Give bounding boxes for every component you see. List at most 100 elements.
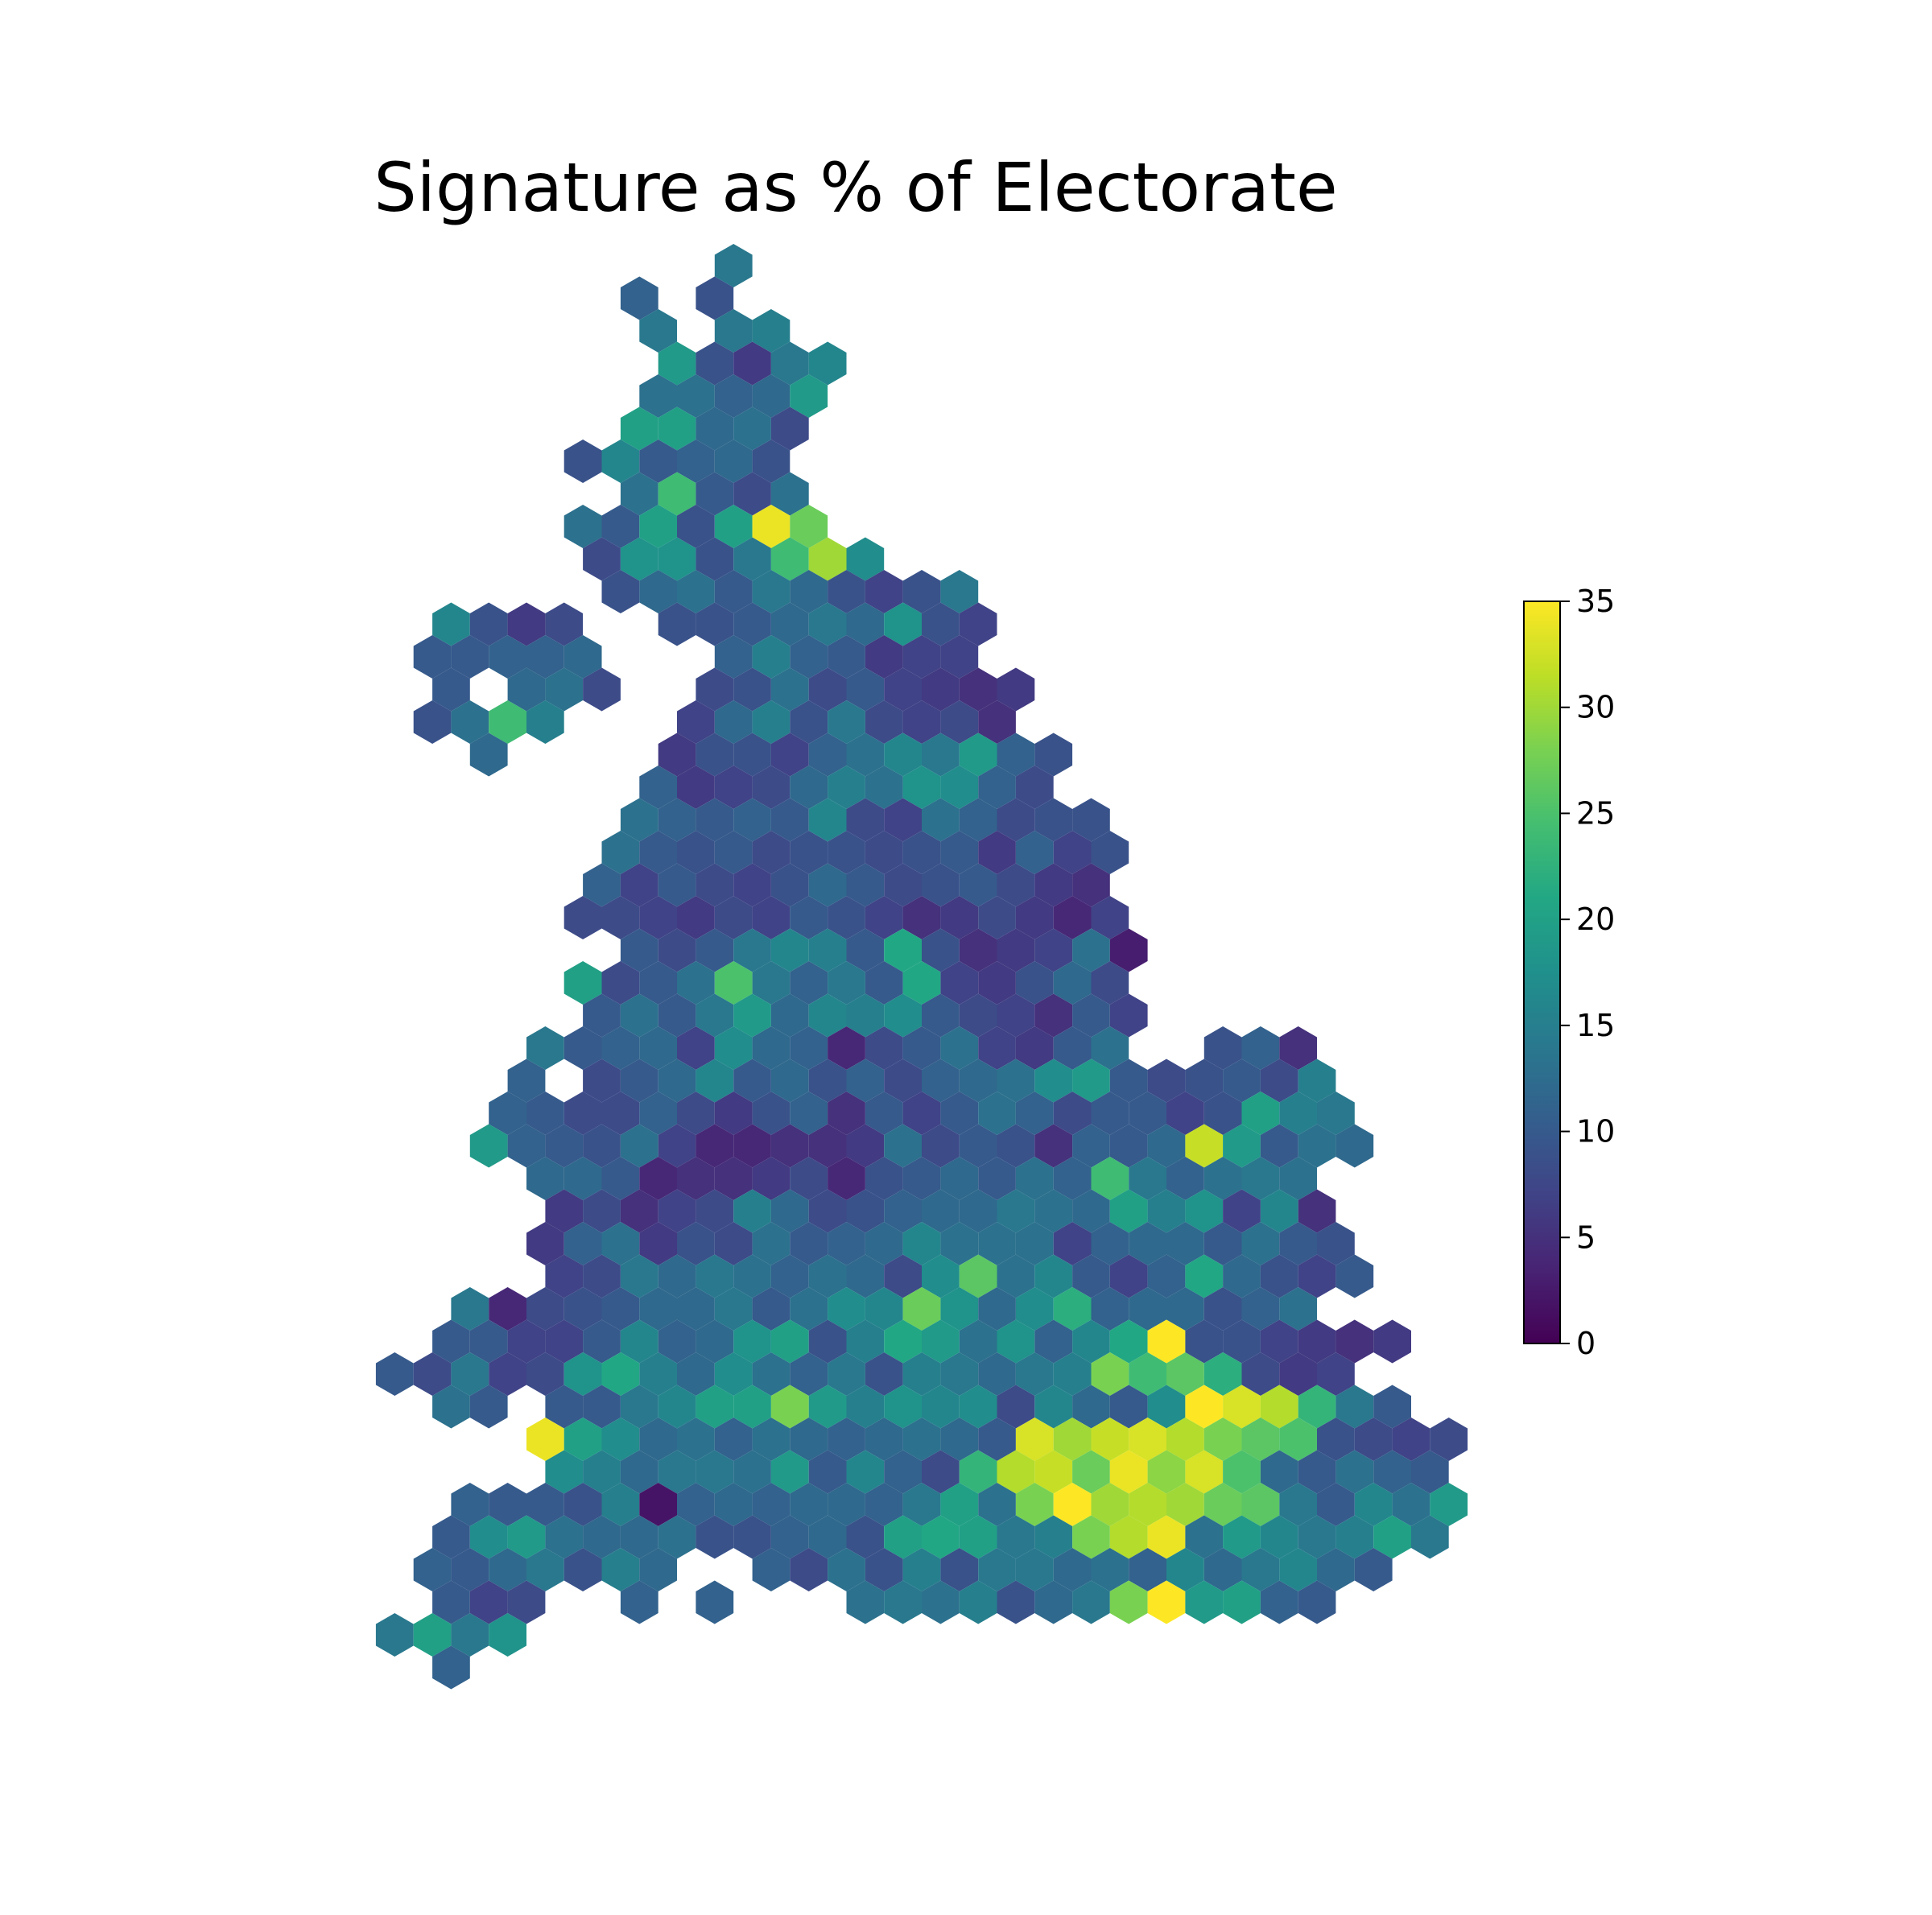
hex-cell [997, 1124, 1035, 1168]
hex-cell [639, 309, 677, 353]
hex-cell [770, 798, 809, 842]
hex-cell [846, 993, 885, 1038]
hex-cell [1053, 896, 1092, 939]
hex-cell [1129, 1418, 1166, 1461]
hex-cell [545, 602, 584, 646]
hex-cell [770, 667, 809, 712]
hex-cell [940, 700, 979, 744]
hex-cell [770, 863, 809, 907]
hex-cell [828, 1092, 865, 1135]
hex-cell [978, 700, 1016, 744]
hex-cell [658, 1450, 696, 1494]
hex-cell [770, 341, 809, 386]
hex-cell [432, 1645, 470, 1690]
hex-cell [1335, 1515, 1374, 1559]
hex-cell [828, 1352, 865, 1396]
hex-cell [620, 863, 658, 907]
hex-cell [696, 407, 734, 451]
hex-cell [902, 766, 941, 809]
hex-cell [1034, 1385, 1073, 1429]
hex-cell [790, 1092, 828, 1135]
hex-map [375, 244, 1468, 1690]
hex-cell [884, 1059, 922, 1103]
hex-cell [902, 896, 941, 939]
hex-cell [601, 1352, 640, 1396]
hex-cell [902, 1287, 941, 1331]
hex-cell [1015, 1157, 1054, 1200]
hex-cell [451, 1483, 489, 1526]
hex-cell [1109, 993, 1148, 1038]
hex-cell [808, 733, 847, 777]
hex-cell [1185, 1450, 1224, 1494]
hex-cell [714, 1222, 753, 1265]
hex-cell [1147, 1515, 1186, 1559]
hex-cell [1015, 1483, 1054, 1526]
hex-cell [1430, 1483, 1468, 1526]
hex-cell [846, 602, 885, 646]
hex-cell [714, 635, 753, 679]
hex-cell [1260, 1450, 1298, 1494]
hex-cell [658, 407, 696, 451]
hex-cell [432, 1385, 470, 1429]
hex-cell [1203, 1157, 1242, 1200]
hex-cell [959, 863, 997, 907]
hex-cell [1129, 1157, 1166, 1200]
hex-cell [1335, 1385, 1374, 1429]
hex-cell [790, 1483, 828, 1526]
hex-cell [620, 928, 658, 972]
hex-cell [1203, 1483, 1242, 1526]
hex-cell [1072, 928, 1110, 972]
hex-cell [375, 1352, 414, 1396]
hex-cell [884, 798, 922, 842]
hex-cell [714, 831, 753, 874]
hex-cell [902, 1157, 941, 1200]
hex-cell [997, 1189, 1035, 1233]
hex-cell [526, 1092, 564, 1135]
hex-cell [583, 993, 621, 1038]
hex-cell [601, 961, 640, 1005]
hex-cell [752, 1548, 791, 1591]
hex-cell [639, 505, 677, 548]
hex-cell [469, 1515, 508, 1559]
hex-cell [1166, 1222, 1204, 1265]
hex-cell [1279, 1418, 1317, 1461]
hex-cell [1166, 1483, 1204, 1526]
hex-cell [959, 602, 997, 646]
hex-cell [1392, 1418, 1430, 1461]
hex-cell [1034, 798, 1073, 842]
hex-cell [639, 896, 677, 939]
hex-cell [902, 1222, 941, 1265]
hex-cell [601, 1548, 640, 1591]
hex-cell [922, 1515, 960, 1559]
hex-cell [865, 1418, 903, 1461]
hex-cell [1015, 1418, 1054, 1461]
hex-cell [1185, 1189, 1224, 1233]
hex-cell [1298, 1450, 1336, 1494]
hex-cell [808, 1319, 847, 1364]
hex-cell [790, 505, 828, 548]
hex-cell [658, 863, 696, 907]
hex-cell [583, 863, 621, 907]
hex-cell [902, 700, 941, 744]
hex-cell [1185, 1124, 1224, 1168]
hex-cell [1354, 1418, 1393, 1461]
hex-cell [714, 766, 753, 809]
hex-cell [1015, 1222, 1054, 1265]
hex-cell [865, 700, 903, 744]
hex-cell [1129, 1222, 1166, 1265]
hex-cell [922, 863, 960, 907]
hex-cell [978, 1418, 1016, 1461]
hex-cell [922, 1189, 960, 1233]
hex-cell [865, 1222, 903, 1265]
hex-cell [959, 1319, 997, 1364]
hex-cell [1223, 1580, 1261, 1624]
hex-cell [828, 1222, 865, 1265]
hex-cell [432, 602, 470, 646]
hex-cell [1317, 1092, 1355, 1135]
hex-cell [696, 1059, 734, 1103]
hex-cell [639, 1157, 677, 1200]
hex-cell [790, 700, 828, 744]
hex-cell [1053, 1026, 1092, 1070]
hex-cell [846, 863, 885, 907]
hex-cell [639, 831, 677, 874]
